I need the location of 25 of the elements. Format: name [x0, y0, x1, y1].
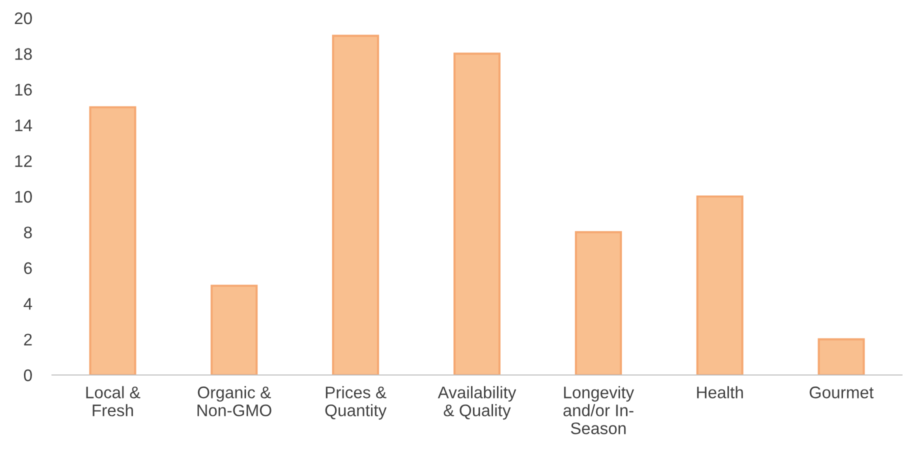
y-tick-label: 20	[14, 12, 32, 24]
y-tick-label: 16	[15, 84, 32, 96]
bar	[210, 284, 258, 375]
bar	[574, 231, 622, 375]
x-tick-label: Local & Fresh	[86, 386, 140, 416]
y-tick-label: 14	[15, 120, 32, 132]
y-tick-label: 4	[24, 298, 32, 310]
y-tick-label: 6	[24, 262, 32, 274]
y-tick-label: 10	[15, 190, 32, 203]
y-tick-label: 2	[24, 334, 32, 346]
bar	[332, 34, 380, 375]
bar	[453, 52, 501, 375]
y-tick-label: 18	[15, 48, 32, 60]
x-tick-label: Gourmet	[810, 386, 874, 398]
x-tick-label: Prices & Quantity	[325, 386, 387, 420]
x-tick-label: Longevity and/or In- Season	[563, 386, 634, 434]
y-tick-label: 8	[24, 226, 32, 238]
x-tick-label: Availability & Quality	[438, 386, 516, 420]
y-tick-label: 12	[15, 155, 32, 167]
x-tick-label: Organic & Non-GMO	[198, 386, 272, 416]
bar	[696, 195, 744, 375]
y-tick-label: 0	[24, 369, 32, 382]
bar	[89, 106, 136, 375]
bar	[818, 338, 865, 375]
x-tick-label: Health	[697, 386, 743, 398]
